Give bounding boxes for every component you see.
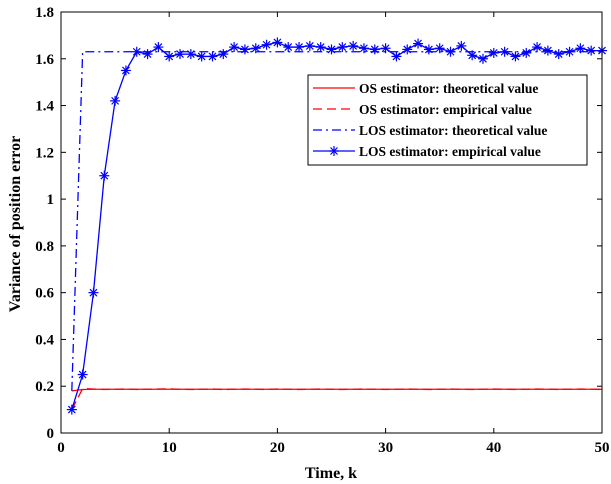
data-point: [499, 46, 510, 57]
data-point: [77, 369, 88, 380]
data-point: [532, 42, 543, 53]
data-point: [445, 46, 456, 57]
data-point: [553, 49, 564, 60]
data-point: [175, 49, 186, 60]
x-tick-label: 30: [378, 440, 393, 456]
y-tick-label: 0.6: [35, 286, 54, 302]
y-tick-label: 0: [47, 426, 55, 442]
x-tick-labels: 0 10 20 30 40 50: [57, 440, 609, 456]
data-point: [358, 43, 369, 54]
data-point: [164, 51, 175, 62]
series-line-os-estimator-empirical-value: [71, 387, 603, 410]
data-point: [369, 44, 380, 55]
data-point: [131, 46, 142, 57]
data-point: [456, 40, 467, 51]
data-point: [283, 42, 294, 53]
data-point: [229, 42, 240, 53]
data-point: [207, 51, 218, 62]
y-tick-label: 0.2: [35, 379, 54, 395]
x-tick-label: 0: [57, 440, 65, 456]
data-point: [391, 51, 402, 62]
data-point: [142, 49, 153, 60]
y-tick-labels: 0 0.2 0.4 0.6 0.8 1 1.2 1.4 1.6 1.8: [35, 5, 54, 442]
x-tick-label: 40: [486, 440, 501, 456]
data-point: [218, 49, 229, 60]
data-point: [153, 42, 164, 53]
data-point: [196, 51, 207, 62]
data-point: [564, 46, 575, 57]
x-tick-label: 20: [270, 440, 285, 456]
legend-marker: [329, 146, 339, 156]
data-point: [66, 404, 77, 415]
legend-label: OS estimator: empirical value: [359, 102, 532, 117]
y-tick-label: 0.4: [35, 332, 54, 348]
data-point: [304, 40, 315, 51]
axes-box: [60, 11, 603, 434]
legend-label: LOS estimator: empirical value: [359, 144, 541, 159]
data-point: [99, 170, 110, 181]
plot-series: [66, 37, 607, 415]
series-line-los-estimator-theoretical-value: [71, 51, 602, 391]
data-point: [110, 95, 121, 106]
y-tick-label: 0.8: [35, 239, 54, 255]
x-axis-label: Time, k: [305, 465, 357, 482]
data-point: [488, 47, 499, 58]
data-point: [185, 49, 196, 60]
legend-label: OS estimator: theoretical value: [359, 81, 538, 96]
data-point: [380, 43, 391, 54]
x-tick-label: 10: [162, 440, 177, 456]
data-point: [467, 50, 478, 61]
data-point: [315, 42, 326, 53]
y-tick-label: 1.2: [35, 145, 54, 161]
data-point: [120, 65, 131, 76]
data-point: [434, 43, 445, 54]
data-point: [477, 53, 488, 64]
data-point: [542, 45, 553, 56]
data-point: [326, 44, 337, 55]
y-axis-label: Variance of position error: [7, 136, 24, 312]
data-point: [510, 51, 521, 62]
y-tick-label: 1: [47, 192, 55, 208]
data-point: [239, 44, 250, 55]
y-tick-label: 1.8: [35, 5, 54, 21]
data-point: [423, 44, 434, 55]
legend: OS estimator: theoretical value OS estima…: [307, 74, 588, 166]
data-point: [261, 39, 272, 50]
data-point: [272, 37, 283, 48]
data-point: [337, 42, 348, 53]
data-point: [348, 40, 359, 51]
data-point: [88, 287, 99, 298]
data-point: [413, 38, 424, 49]
data-point: [294, 42, 305, 53]
axes-frame: [60, 11, 603, 434]
data-point: [402, 44, 413, 55]
x-tick-label: 50: [595, 440, 610, 456]
data-point: [586, 45, 597, 56]
legend-label: LOS estimator: theoretical value: [359, 123, 547, 138]
y-tick-label: 1.6: [35, 52, 54, 68]
data-point: [250, 43, 261, 54]
legend-box: [307, 74, 588, 166]
y-tick-label: 1.4: [35, 99, 54, 115]
data-point: [575, 43, 586, 54]
data-point: [521, 47, 532, 58]
